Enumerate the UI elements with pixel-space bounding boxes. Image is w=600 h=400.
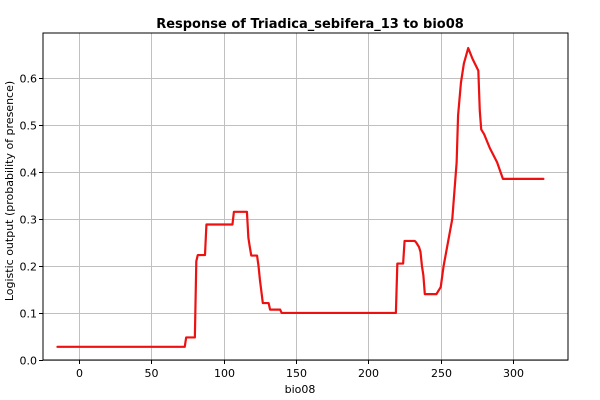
response-curve-line — [56, 46, 545, 348]
x-tick-label: 150 — [286, 367, 307, 380]
y-tick-label: 0.4 — [20, 167, 38, 180]
y-tick-label: 0.0 — [20, 355, 38, 368]
x-tick-label: 0 — [76, 367, 83, 380]
y-tick-label: 0.2 — [20, 261, 38, 274]
x-tick-label: 200 — [358, 367, 379, 380]
x-axis-label: bio08 — [285, 383, 316, 396]
x-tick-label: 300 — [503, 367, 524, 380]
x-tick-label: 100 — [214, 367, 235, 380]
x-tick-label: 50 — [145, 367, 159, 380]
series-layer — [56, 46, 545, 348]
plot-frame — [42, 32, 569, 361]
tick-layer: 0 50 100 150 200 250 300 0.0 0.1 0.2 0.3 0.4 0.5 0.6 — [20, 73, 525, 381]
y-axis-label: Logistic output (probability of presence… — [3, 81, 16, 301]
y-tick-label: 0.1 — [20, 308, 38, 321]
y-tick-label: 0.5 — [20, 120, 38, 133]
y-tick-label: 0.6 — [20, 73, 38, 86]
x-tick-label: 250 — [431, 367, 452, 380]
chart-title: Response of Triadica_sebifera_13 to bio0… — [156, 17, 464, 32]
grid-layer — [43, 33, 568, 361]
y-tick-label: 0.3 — [20, 214, 38, 227]
